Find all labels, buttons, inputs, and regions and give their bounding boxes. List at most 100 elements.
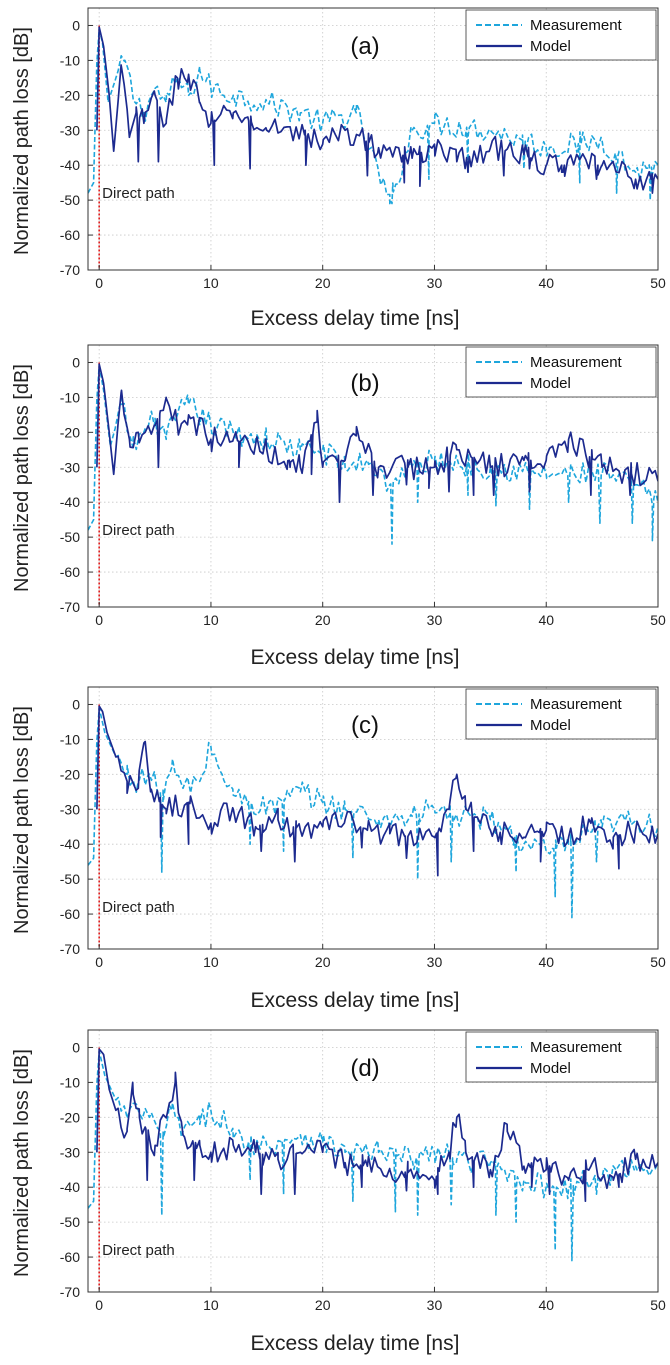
x-tick-label: 40 [538, 612, 554, 628]
y-tick-label: 0 [72, 17, 80, 33]
legend-label-measurement: Measurement [530, 354, 623, 371]
x-axis-label: Excess delay time [ns] [251, 307, 460, 330]
y-axis-label: Normalized path loss [dB] [11, 27, 33, 255]
y-tick-label: -10 [60, 731, 80, 747]
direct-path-annotation: Direct path [102, 185, 175, 202]
x-tick-label: 20 [315, 1297, 331, 1313]
legend-box [465, 346, 657, 398]
axes-frame [87, 686, 659, 950]
y-axis-label: Normalized path loss [dB] [11, 706, 33, 934]
y-tick-label: -10 [60, 389, 80, 405]
y-tick-label: -40 [60, 494, 80, 510]
x-tick-label: 10 [203, 275, 219, 291]
x-tick-label: 30 [427, 1297, 443, 1313]
y-axis-label: Normalized path loss [dB] [11, 1049, 33, 1277]
x-tick-label: 0 [95, 1297, 103, 1313]
y-tick-label: -60 [60, 227, 80, 243]
chart-panel-4: 0 10 20 30 40 50 0 -10 -20 -30 -40 -50 -60 -70 Excess … [11, 1029, 666, 1355]
legend-box [465, 9, 657, 61]
axes-frame [87, 344, 659, 608]
legend: Measurement Model [465, 1031, 657, 1083]
chart-panel-2: 0 10 20 30 40 50 0 -10 -20 -30 -40 -50 -60 -70 Excess … [11, 344, 666, 669]
x-tick-label: 20 [315, 275, 331, 291]
series-line-model [96, 705, 658, 877]
y-tick-label: -20 [60, 1109, 80, 1125]
x-tick-label: 20 [315, 954, 331, 970]
x-tick-label: 40 [538, 275, 554, 291]
legend: Measurement Model [465, 346, 657, 398]
x-axis-label: Excess delay time [ns] [251, 646, 460, 669]
series-line-model [96, 363, 658, 504]
series-line-measurement [88, 1050, 658, 1262]
y-tick-label: -20 [60, 87, 80, 103]
x-tick-label: 50 [650, 612, 666, 628]
direct-path-annotation: Direct path [102, 899, 175, 916]
x-tick-label: 0 [95, 612, 103, 628]
axes-frame [87, 7, 659, 271]
legend-label-measurement: Measurement [530, 696, 623, 713]
y-tick-label: -20 [60, 424, 80, 440]
series-line-measurement [88, 28, 658, 205]
y-tick-label: -60 [60, 1249, 80, 1265]
y-tick-label: -50 [60, 1214, 80, 1230]
y-tick-label: -40 [60, 836, 80, 852]
x-tick-label: 0 [95, 954, 103, 970]
panel-label: (c) [351, 712, 379, 739]
legend-label-model: Model [530, 375, 571, 392]
legend-label-measurement: Measurement [530, 17, 623, 34]
y-tick-label: -70 [60, 1284, 80, 1300]
legend-box [465, 1031, 657, 1083]
x-tick-label: 50 [650, 275, 666, 291]
y-tick-label: -30 [60, 122, 80, 138]
series-line-model [96, 26, 658, 194]
y-tick-label: -60 [60, 564, 80, 580]
y-tick-label: -50 [60, 871, 80, 887]
y-tick-label: -40 [60, 157, 80, 173]
y-tick-label: -70 [60, 262, 80, 278]
x-tick-label: 40 [538, 954, 554, 970]
x-tick-label: 50 [650, 954, 666, 970]
legend: Measurement Model [465, 9, 657, 61]
panel-label: (b) [350, 370, 379, 397]
direct-path-annotation: Direct path [102, 522, 175, 539]
x-tick-label: 30 [427, 954, 443, 970]
y-tick-label: -20 [60, 766, 80, 782]
axes-frame [87, 1029, 659, 1293]
y-tick-label: -10 [60, 1074, 80, 1090]
x-tick-label: 0 [95, 275, 103, 291]
y-tick-label: 0 [72, 354, 80, 370]
series-line-model [96, 1048, 658, 1203]
series-line-measurement [88, 365, 658, 545]
x-tick-label: 10 [203, 1297, 219, 1313]
y-tick-label: -50 [60, 192, 80, 208]
legend-label-model: Model [530, 717, 571, 734]
direct-path-annotation: Direct path [102, 1242, 175, 1259]
y-tick-label: -40 [60, 1179, 80, 1195]
x-tick-label: 10 [203, 954, 219, 970]
y-axis-label: Normalized path loss [dB] [11, 364, 33, 592]
legend-label-model: Model [530, 1060, 571, 1077]
legend-label-measurement: Measurement [530, 1039, 623, 1056]
panel-label: (d) [350, 1055, 379, 1082]
y-tick-label: -70 [60, 941, 80, 957]
x-tick-label: 20 [315, 612, 331, 628]
y-tick-label: -60 [60, 906, 80, 922]
x-tick-label: 50 [650, 1297, 666, 1313]
panel-label: (a) [350, 33, 379, 60]
x-axis-label: Excess delay time [ns] [251, 1332, 460, 1355]
chart-panel-3: 0 10 20 30 40 50 0 -10 -20 -30 -40 -50 -60 -70 Excess … [11, 686, 666, 1012]
x-axis-label: Excess delay time [ns] [251, 989, 460, 1012]
series-line-measurement [88, 707, 658, 919]
y-tick-label: -30 [60, 1144, 80, 1160]
x-tick-label: 40 [538, 1297, 554, 1313]
x-tick-label: 30 [427, 275, 443, 291]
legend: Measurement Model [465, 688, 657, 740]
y-tick-label: 0 [72, 1039, 80, 1055]
y-tick-label: -70 [60, 599, 80, 615]
y-tick-label: -50 [60, 529, 80, 545]
y-tick-label: -30 [60, 459, 80, 475]
legend-box [465, 688, 657, 740]
x-tick-label: 10 [203, 612, 219, 628]
y-tick-label: -10 [60, 52, 80, 68]
